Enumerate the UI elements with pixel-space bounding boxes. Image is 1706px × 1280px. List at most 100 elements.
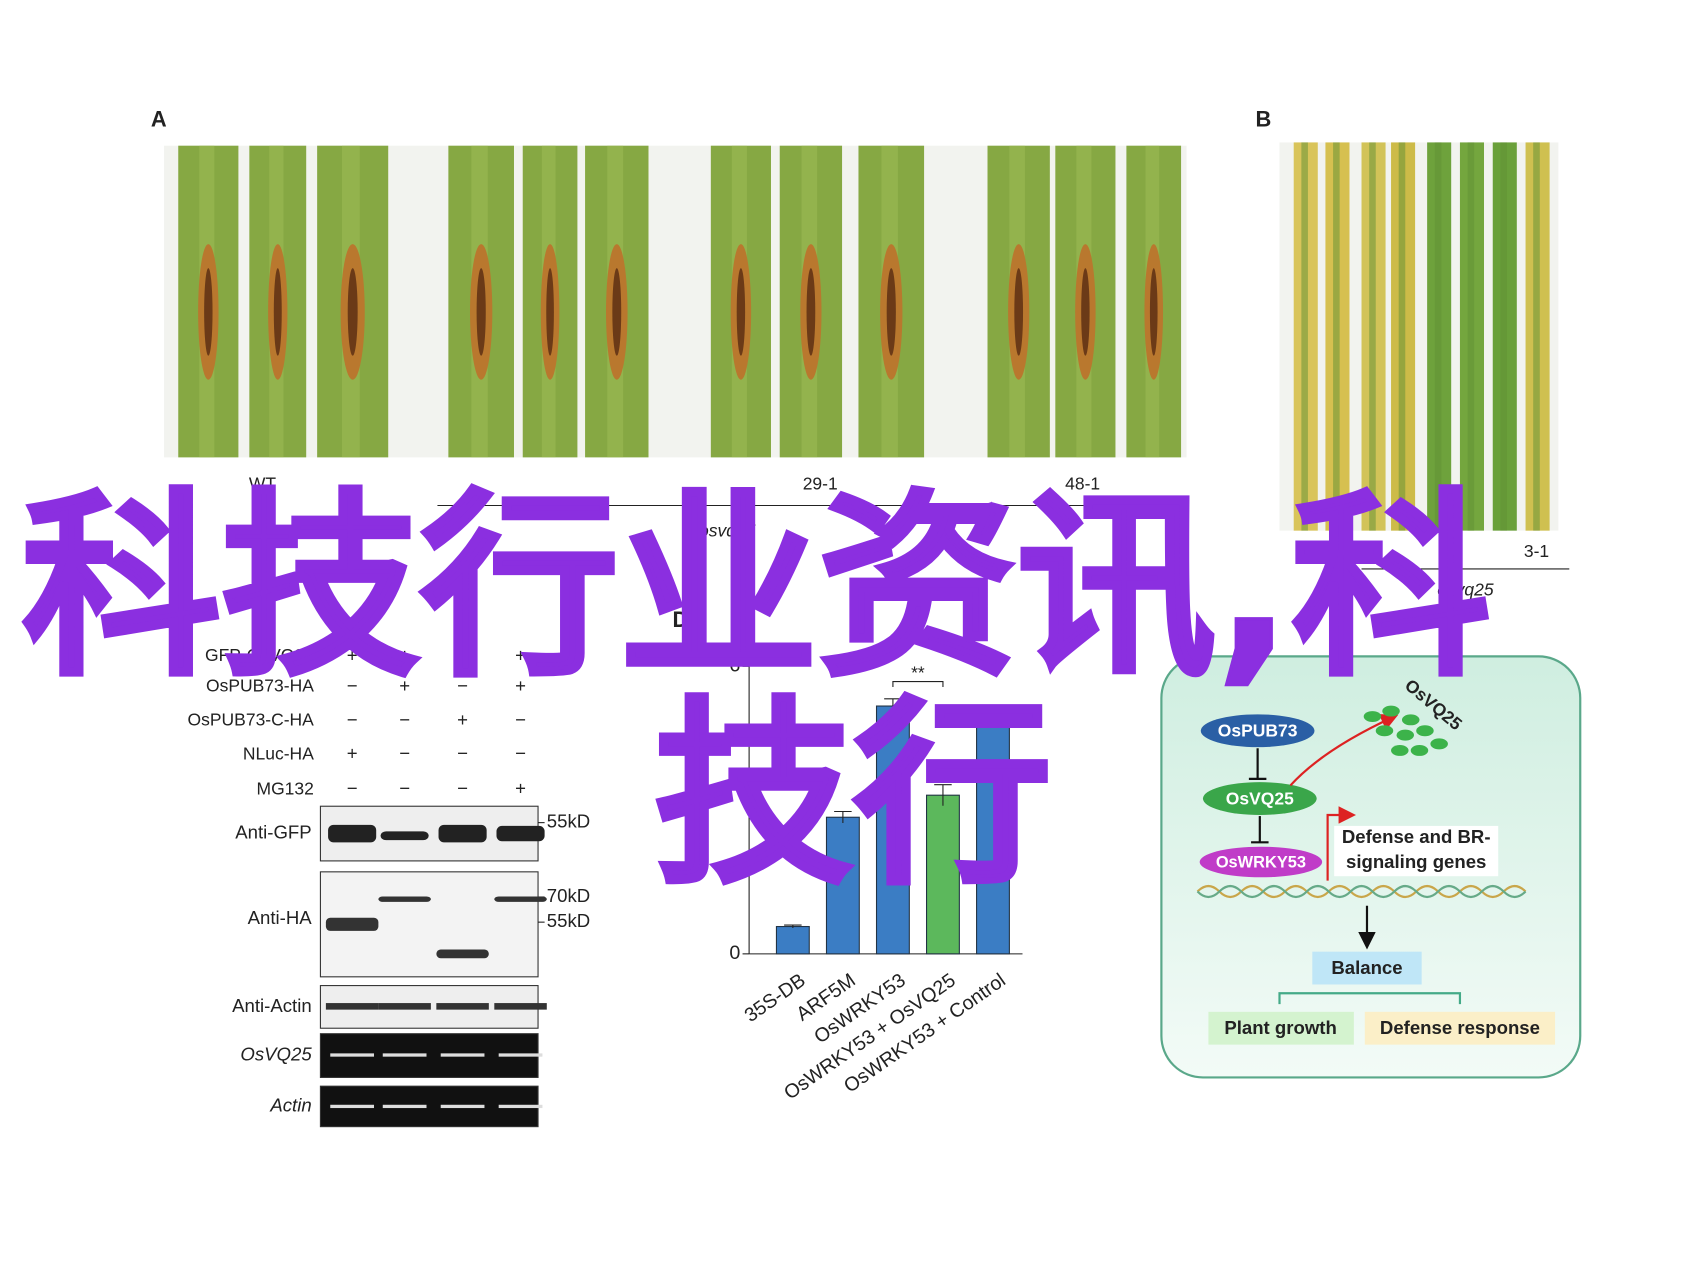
overlay-title: 技行 — [654, 679, 1052, 911]
lane-sign: − — [347, 709, 358, 730]
gene-label: signaling genes — [1346, 851, 1486, 872]
lesion-core — [1014, 268, 1024, 356]
lesion-core — [612, 268, 622, 356]
lane-sign: − — [515, 743, 526, 764]
error-bar — [834, 810, 852, 823]
outcome-box — [1208, 1011, 1354, 1045]
leaf-stripe — [1333, 142, 1340, 531]
error-bar — [784, 924, 802, 928]
lane-sign: − — [347, 778, 358, 799]
band — [330, 1104, 375, 1109]
construct-label: GFP-OsVQ25 — [205, 645, 314, 665]
construct-label: MG132 — [257, 778, 314, 798]
node-label: OsWRKY53 — [1216, 853, 1306, 871]
outcome-label: Plant growth — [1224, 1017, 1337, 1038]
construct-label: OsPUB73-HA — [206, 676, 314, 696]
band — [378, 896, 431, 902]
genotype: 29-1 — [803, 473, 838, 493]
genotype: WT — [1306, 541, 1334, 561]
error-bar — [984, 705, 1002, 716]
band — [380, 831, 429, 841]
lesion-core — [806, 268, 816, 356]
error-bar — [934, 784, 952, 806]
band — [494, 896, 547, 902]
bar — [875, 705, 910, 955]
lesion-core — [273, 268, 282, 356]
node — [1199, 846, 1323, 878]
lane-sign: + — [515, 644, 526, 665]
band — [382, 1053, 427, 1057]
node-label: OsPUB73 — [1218, 720, 1298, 740]
sig-bracket — [892, 681, 944, 688]
lane-sign: + — [457, 644, 468, 665]
lane-sign: − — [457, 778, 468, 799]
genotype: 48-1 — [1065, 473, 1100, 493]
lane-sign: + — [515, 675, 526, 696]
blot-label: Anti-Actin — [232, 995, 312, 1016]
leaf-stripe — [1500, 142, 1507, 531]
lane-sign: + — [399, 675, 410, 696]
overlay-title: 科技行业资讯,科 — [22, 471, 1491, 703]
outcome-box — [1364, 1011, 1556, 1045]
protein-dots — [1363, 705, 1448, 756]
bar — [775, 925, 810, 955]
gene-label: Defense and BR- — [1342, 826, 1491, 847]
leaf-stripe — [1434, 142, 1442, 531]
band — [330, 1053, 375, 1057]
construct-label: NLuc-HA — [243, 743, 314, 763]
error-bar — [884, 698, 902, 714]
band — [440, 1104, 485, 1109]
leaf-stripe — [1398, 142, 1406, 531]
bar — [825, 816, 860, 955]
leaf-stripe — [1533, 142, 1540, 531]
lane-sign: − — [515, 709, 526, 730]
outcome-label: Defense response — [1380, 1017, 1540, 1038]
bracket — [1278, 992, 1462, 1005]
band — [328, 824, 377, 843]
band — [325, 917, 379, 931]
gene-box — [1334, 825, 1499, 877]
lane-sign: + — [347, 743, 358, 764]
blot-label: OsVQ25 — [240, 1043, 312, 1064]
marker-label: 55kD — [547, 910, 590, 931]
panel-label: B — [1255, 106, 1271, 131]
lane-sign: − — [457, 743, 468, 764]
band — [438, 824, 487, 843]
panel-label: D — [673, 607, 689, 632]
band — [498, 1104, 543, 1109]
lane-sign: + — [399, 644, 410, 665]
group-label: osvq25 — [699, 520, 756, 540]
balance-label: Balance — [1331, 957, 1402, 978]
lesion-core — [1149, 268, 1158, 356]
marker-label: 70kD — [547, 885, 590, 906]
western-blot: GFP-OsVQ25 + + + + OsPUB73-HA − + − + OsPUB73-C-HA… — [188, 644, 590, 1128]
leaf-stripe — [1369, 142, 1376, 531]
blot-label: Actin — [269, 1094, 311, 1115]
lane-sign: − — [399, 778, 410, 799]
panel-label: A — [151, 106, 167, 131]
arrow — [1326, 806, 1357, 881]
model-diagram: OsPUB73 OsVQ25 OsWRKY53 OsVQ25 Defense a… — [1160, 655, 1582, 1079]
y-tick-label: 0 — [729, 942, 740, 964]
lane-sign: − — [347, 675, 358, 696]
significance: ** — [911, 663, 925, 683]
band — [496, 825, 545, 842]
leaf-stripe — [1301, 142, 1308, 531]
band — [325, 1003, 379, 1010]
lane-sign: + — [515, 778, 526, 799]
construct-label: OsPUB73-C-HA — [188, 710, 315, 730]
band — [440, 1053, 485, 1057]
bar — [976, 710, 1010, 955]
blot-label: Anti-GFP — [235, 821, 311, 842]
node-label: OsVQ25 — [1226, 788, 1294, 808]
band — [498, 1053, 543, 1057]
blot-label: Anti-HA — [248, 907, 313, 928]
balance-box — [1312, 951, 1422, 985]
y-tick-label: 6 — [729, 654, 740, 676]
leaf-photos — [164, 142, 1559, 531]
lesion-core — [347, 268, 358, 356]
group-label: osvq25 — [1437, 579, 1494, 599]
lane-sign: − — [399, 743, 410, 764]
